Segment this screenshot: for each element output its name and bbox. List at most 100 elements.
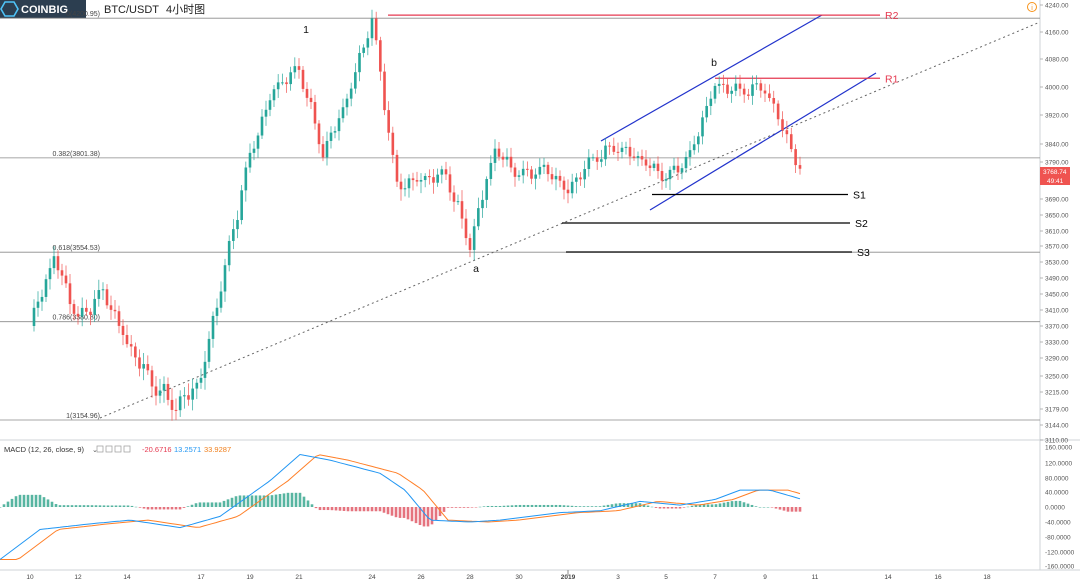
candle-body: [759, 83, 763, 91]
macd-histogram-bar: [346, 507, 350, 512]
trendlines[interactable]: [99, 14, 1041, 419]
macd-histogram-bar: [490, 505, 494, 507]
histogram-value: 33.9287: [204, 445, 231, 454]
time-axis[interactable]: 10 12 14 17 19 21 24 26 28 30 2019 3 5 7 9 11 14 16 18: [26, 574, 991, 581]
interval-label[interactable]: 4小时图: [166, 3, 205, 16]
macd-histogram-bar: [698, 504, 702, 507]
macd-histogram-bar: [574, 506, 578, 507]
macd-histogram-bar: [642, 504, 646, 507]
macd-histogram-bar: [750, 504, 754, 507]
annotation-labels: R2 R1 S1 S2 S3 1 a b: [303, 10, 899, 275]
price-tick-label: 3330.00: [1045, 340, 1069, 347]
info-icon[interactable]: [1027, 2, 1037, 12]
macd-legend[interactable]: MACD (12, 26, close, 9) ⌄ -20.6716 13.25…: [4, 445, 231, 454]
close-icon[interactable]: [114, 445, 122, 453]
logo: COINBIG: [0, 1, 68, 17]
macd-histogram-bar: [782, 507, 786, 511]
macd-histogram-bar: [618, 503, 622, 507]
candle-body: [709, 98, 713, 106]
macd-histogram-bar: [466, 507, 470, 508]
candle-body: [734, 83, 738, 91]
channel-lower-line[interactable]: [649, 72, 877, 211]
macd-histogram-bar: [90, 505, 94, 507]
macd-histogram-bar: [462, 507, 466, 508]
signal-value: 13.2571: [174, 445, 201, 454]
candle-body: [485, 178, 488, 200]
macd-histogram-bar: [450, 507, 454, 508]
candle-body: [256, 135, 260, 149]
macd-histogram-bar: [362, 507, 366, 512]
candle-body: [329, 132, 333, 141]
s2-label: S2: [855, 218, 868, 230]
price-tick-label: 3290.00: [1045, 356, 1069, 363]
candle-body: [497, 148, 501, 157]
chevron-down-icon[interactable]: ⌄: [92, 447, 98, 454]
macd-histogram-bar: [478, 506, 482, 508]
macd-histogram-bar: [194, 503, 198, 507]
macd-histogram-bar: [310, 504, 314, 507]
macd-histogram-bar: [442, 507, 446, 512]
price-axis[interactable]: 4240.00 4160.00 4080.00 4000.00 3920.00 3840.…: [1040, 3, 1069, 445]
macd-histogram-bar: [222, 500, 226, 507]
macd-histogram-bar: [50, 501, 54, 507]
fibonacci-retracement[interactable]: 0(4200.95) 0.382(3801.38) 0.618(3554.53) 0.…: [0, 11, 1040, 421]
candle-body: [640, 156, 644, 160]
macd-histogram-bar: [286, 492, 290, 507]
macd-histogram-bar: [350, 507, 354, 512]
candle-body: [68, 283, 72, 305]
candle-body: [608, 145, 611, 147]
macd-histogram-bar: [202, 502, 206, 507]
s1-label: S1: [853, 190, 866, 202]
fib-level-label: 0.618(3554.53): [53, 245, 100, 252]
candle-body: [587, 157, 591, 169]
channel-upper-line[interactable]: [600, 14, 823, 142]
macd-histogram-bar: [370, 507, 374, 512]
candle-body: [345, 98, 349, 108]
macd-histogram-bar: [598, 506, 602, 507]
macd-histogram-bar: [526, 504, 530, 507]
macd-histogram-bar: [650, 506, 654, 508]
candle-body: [150, 370, 154, 387]
macd-histogram-bar: [298, 492, 302, 507]
candle-body: [664, 179, 668, 181]
candle-body: [383, 71, 386, 111]
candle-body: [509, 156, 513, 168]
time-tick-label: 9: [763, 574, 767, 581]
candle-body: [72, 304, 76, 314]
macd-histogram-bar: [430, 507, 434, 525]
logo-text: COINBIG: [21, 4, 68, 16]
candle-body: [542, 164, 546, 167]
candle-body: [652, 163, 656, 168]
candle-body: [636, 156, 640, 158]
macd-histogram-bar: [438, 507, 442, 517]
macd-histogram-bar: [242, 495, 246, 507]
macd-histogram-bar: [42, 497, 46, 507]
candle-body: [236, 220, 239, 230]
eye-icon[interactable]: [96, 445, 104, 453]
candle-body: [199, 377, 203, 383]
dotted-trendline[interactable]: [99, 21, 1041, 419]
macd-histogram-bar: [538, 504, 542, 507]
candle-body: [215, 307, 219, 316]
swing-label-1: 1: [303, 24, 309, 36]
macd-histogram-bar: [606, 504, 610, 507]
support-resistance-lines[interactable]: [388, 14, 880, 253]
settings-icon[interactable]: [105, 445, 113, 453]
candle-body: [477, 208, 480, 227]
macd-histogram-bar: [602, 505, 606, 507]
macd-histogram-bar: [702, 504, 706, 507]
macd-histogram-bar: [398, 507, 402, 518]
macd-histogram-bar: [34, 494, 38, 507]
macd-tick-label: 160.0000: [1045, 445, 1072, 452]
candle-body: [407, 178, 411, 189]
macd-value: -20.6716: [142, 445, 172, 454]
price-tick-label: 3920.00: [1045, 113, 1069, 120]
symbol-label: BTC/USDT: [104, 4, 159, 16]
macd-indicator-label[interactable]: MACD (12, 26, close, 9): [4, 445, 85, 454]
candle-body: [755, 83, 758, 85]
macd-histogram-bar: [774, 507, 778, 509]
macd-histogram-bar: [318, 507, 322, 511]
more-icon[interactable]: [123, 445, 131, 453]
price-tick-label: 3250.00: [1045, 374, 1069, 381]
